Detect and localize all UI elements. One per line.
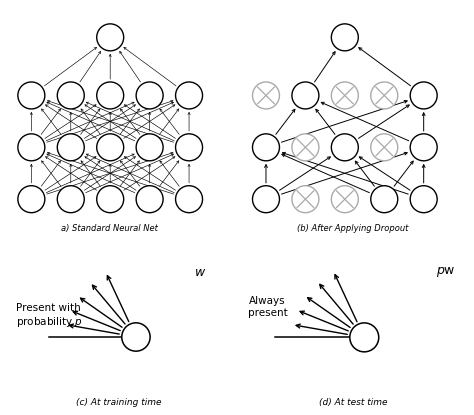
Circle shape <box>410 82 437 109</box>
Text: w: w <box>195 266 205 278</box>
Text: Always
present: Always present <box>248 296 288 317</box>
Circle shape <box>371 134 398 161</box>
Circle shape <box>136 82 163 109</box>
Circle shape <box>175 82 202 109</box>
Circle shape <box>292 186 319 213</box>
Circle shape <box>122 323 150 351</box>
Circle shape <box>292 134 319 161</box>
Circle shape <box>175 186 202 213</box>
Circle shape <box>18 134 45 161</box>
Circle shape <box>97 24 124 51</box>
Text: (c) At training time: (c) At training time <box>76 398 161 407</box>
Text: (b) After Applying Dropout: (b) After Applying Dropout <box>298 224 409 233</box>
Circle shape <box>57 82 84 109</box>
Circle shape <box>57 134 84 161</box>
Text: $p$w: $p$w <box>436 265 455 279</box>
Circle shape <box>331 24 358 51</box>
Circle shape <box>253 186 280 213</box>
Circle shape <box>410 186 437 213</box>
Circle shape <box>136 186 163 213</box>
Circle shape <box>331 134 358 161</box>
Circle shape <box>57 186 84 213</box>
Circle shape <box>136 134 163 161</box>
Circle shape <box>253 82 280 109</box>
Circle shape <box>97 134 124 161</box>
Circle shape <box>350 323 379 352</box>
Circle shape <box>97 186 124 213</box>
Circle shape <box>292 82 319 109</box>
Circle shape <box>18 82 45 109</box>
Circle shape <box>371 82 398 109</box>
Circle shape <box>371 186 398 213</box>
Circle shape <box>253 134 280 161</box>
Circle shape <box>97 82 124 109</box>
Circle shape <box>410 134 437 161</box>
Text: Present with
probability $p$: Present with probability $p$ <box>16 303 83 329</box>
Circle shape <box>18 186 45 213</box>
Text: a) Standard Neural Net: a) Standard Neural Net <box>61 224 158 233</box>
Circle shape <box>175 134 202 161</box>
Text: (d) At test time: (d) At test time <box>319 398 387 407</box>
Circle shape <box>331 186 358 213</box>
Circle shape <box>331 82 358 109</box>
